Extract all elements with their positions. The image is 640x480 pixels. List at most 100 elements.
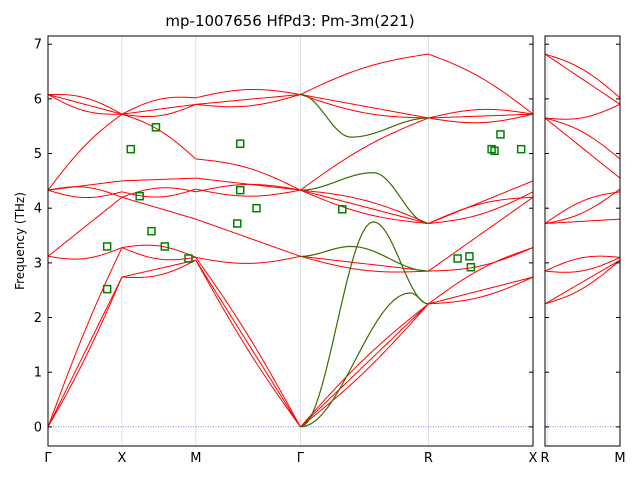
data-marker	[235, 185, 245, 195]
band-line	[544, 259, 621, 305]
band-line	[121, 259, 196, 278]
band-line	[544, 53, 621, 105]
band-line	[428, 196, 534, 272]
band-line	[544, 117, 621, 179]
band-line	[544, 255, 621, 272]
band-line	[47, 113, 123, 191]
overlap-band-line	[300, 93, 429, 138]
data-marker	[147, 226, 156, 236]
band-line	[300, 255, 429, 273]
band-line	[300, 189, 429, 224]
data-marker	[235, 139, 245, 148]
band-line	[121, 244, 197, 258]
band-line	[47, 94, 123, 115]
data-marker	[465, 252, 474, 261]
band-line	[300, 189, 429, 225]
x-tick-label: R	[424, 451, 433, 466]
band-line	[195, 257, 301, 428]
plot-frame	[47, 35, 534, 447]
y-tick-label: 0	[34, 420, 42, 435]
data-marker	[252, 203, 261, 213]
data-marker	[151, 123, 161, 132]
band-line	[47, 276, 123, 428]
band-line	[428, 180, 534, 224]
band-line	[195, 218, 301, 257]
data-marker	[135, 191, 144, 201]
band-line	[300, 303, 429, 428]
data-marker	[516, 144, 526, 154]
x-tick-label: Γ	[297, 451, 305, 466]
band-line	[300, 93, 429, 119]
data-marker	[102, 284, 112, 294]
band-line	[47, 180, 122, 191]
y-tick-label: 1	[34, 366, 42, 381]
band-line	[121, 103, 197, 118]
band-line	[544, 53, 621, 99]
band-line	[544, 256, 621, 273]
band-line	[428, 191, 534, 225]
band-line	[195, 255, 301, 264]
band-line	[121, 96, 196, 115]
band-line	[121, 196, 197, 220]
data-marker	[466, 262, 476, 272]
band-line	[300, 255, 429, 272]
band-line	[544, 117, 621, 160]
band-line	[195, 94, 301, 108]
data-marker	[338, 205, 347, 214]
x-tick-label: Γ	[44, 451, 52, 466]
band-line	[47, 276, 123, 428]
y-tick-label: 4	[34, 202, 42, 217]
main-panel: 0 1 2 3 4 5 6 7 Γ X M Γ R X	[34, 35, 538, 466]
band-line	[300, 189, 429, 224]
overlap-band-line	[300, 245, 429, 272]
band-line	[195, 93, 301, 105]
x-tick-label: R	[540, 451, 549, 466]
band-line	[47, 247, 123, 260]
band-line	[544, 188, 621, 225]
chart-title: mp-1007656 HfPd3: Pm-3m(221)	[165, 12, 414, 30]
band-line	[47, 186, 123, 198]
band-line	[121, 188, 197, 198]
y-tick-label: 7	[34, 38, 42, 53]
band-line	[195, 88, 301, 99]
band-line	[47, 196, 123, 257]
band-line	[300, 303, 429, 428]
overlap-band-line	[300, 221, 429, 428]
band-line	[195, 158, 301, 191]
data-marker	[453, 254, 462, 263]
band-line	[300, 94, 429, 119]
x-tick-label: X	[117, 451, 126, 466]
y-tick-label: 6	[34, 92, 42, 107]
band-line	[428, 196, 534, 224]
band-line	[121, 103, 196, 115]
band-line	[428, 113, 534, 119]
band-line	[47, 93, 123, 115]
y-tick-label: 2	[34, 311, 42, 326]
data-marker	[102, 242, 112, 251]
data-marker	[490, 146, 499, 156]
overlap-band-line	[300, 292, 429, 428]
x-tick-label: M	[614, 451, 625, 466]
band-line	[544, 103, 621, 120]
band-line	[428, 276, 534, 305]
overlap-band-line	[300, 172, 429, 225]
y-tick-label: 5	[34, 147, 42, 162]
band-line	[121, 259, 197, 279]
data-marker	[184, 254, 193, 263]
x-tick-label: M	[190, 451, 201, 466]
data-marker	[233, 219, 242, 228]
band-line	[428, 276, 534, 305]
y-axis-label: Frequency (THz)	[13, 192, 27, 290]
y-tick-label: 3	[34, 256, 42, 271]
band-line	[428, 247, 534, 305]
x-tick-label: X	[529, 451, 538, 466]
band-line	[47, 247, 123, 428]
band-line	[47, 94, 122, 115]
band-line	[428, 108, 534, 119]
data-marker	[126, 144, 136, 154]
band-line	[544, 218, 621, 225]
band-line	[544, 259, 621, 305]
data-marker	[160, 242, 170, 251]
